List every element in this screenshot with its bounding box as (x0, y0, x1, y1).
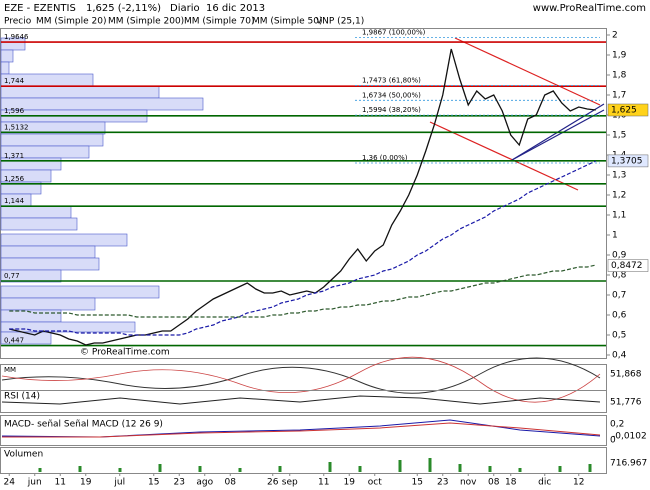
main-panel (0, 28, 607, 359)
x-tick-label: 23 (437, 478, 448, 488)
legend-entry: MM (Simple 20) (36, 17, 106, 27)
x-tick-label: 12 (573, 478, 584, 488)
level-label: 1,9646 (4, 33, 29, 41)
level-label: 0,447 (4, 337, 24, 345)
moving-average (9, 160, 597, 336)
level-label: 1,744 (4, 77, 25, 85)
x-tick-label: 19 (80, 478, 92, 488)
period: Diario (170, 3, 200, 14)
indicator-value: 51,776 (610, 398, 642, 408)
y-tick-label: 0,4 (612, 351, 627, 361)
indicator-label: MACD- señal Señal MACD (12 26 9) (4, 420, 163, 430)
moving-average (9, 264, 596, 318)
x-tick-label: 15 (412, 478, 423, 488)
date: 16 dic 2013 (206, 3, 265, 14)
watermark: © ProRealTime.com (80, 348, 170, 358)
y-tick-label: 1,9 (612, 51, 627, 61)
legend-entry: MM (Simple 50) (252, 17, 322, 27)
y-tick-label: 1,7 (612, 91, 626, 101)
y-tick-label: 0,7 (612, 291, 626, 301)
fib-label: 1,36 (0,00%) (362, 154, 408, 162)
indicator-value: -0,0102 (612, 432, 647, 442)
fib-label: 1,9867 (100,00%) (362, 29, 426, 37)
x-tick-label: jun (27, 478, 42, 488)
x-tick-label: 08 (488, 478, 500, 488)
volume-bars (38, 458, 592, 472)
momentum-line (1, 357, 601, 394)
indicator-tick: 0,2 (610, 420, 624, 430)
legend-entry: MM (Simple 70) (184, 17, 254, 27)
x-tick-label: jul (113, 478, 125, 488)
indicator-label: MM (4, 366, 16, 374)
y-tick-label: 0,8 (612, 271, 627, 281)
level-label: 1,144 (4, 197, 25, 205)
last-value-box (607, 103, 649, 117)
fib-label: 1,7473 (61,80%) (362, 77, 421, 85)
indicator-tick: 0 (610, 436, 616, 446)
y-tick-label: 1,3 (612, 171, 626, 181)
level-label: 1,596 (4, 107, 25, 115)
y-tick-label: 2 (612, 31, 618, 41)
fib-label: 1,5994 (38,20%) (362, 106, 421, 114)
x-tick-label: 24 (4, 478, 16, 488)
legend-entry: VNP (25,1) (316, 17, 364, 27)
rsi-panel (0, 390, 607, 413)
x-tick-label: dic (538, 478, 551, 488)
indicator-label: Volumen (4, 450, 43, 460)
x-tick-label: oct (368, 478, 382, 488)
x-tick-label: 11 (318, 478, 329, 488)
macd-panel (0, 415, 607, 446)
fib-label: 1,6734 (50,00%) (362, 91, 421, 99)
legend-entry: MM (Simple 200) (108, 17, 184, 27)
x-tick-label: 08 (225, 478, 237, 488)
level-label: 0,77 (4, 272, 20, 280)
trend-lines (429, 37, 605, 191)
chart-title: EZE - EZENTIS (4, 3, 76, 14)
x-tick-label: sep (282, 478, 298, 488)
x-tick-label: 26 (267, 478, 279, 488)
macd-signal (2, 422, 601, 438)
level-label: 1,256 (4, 175, 25, 183)
rsi-line (1, 395, 601, 405)
momentum-signal (1, 356, 601, 403)
legend-entry: Precio (4, 17, 32, 27)
x-tick-label: ago (196, 478, 213, 488)
y-tick-label: 0,5 (612, 331, 626, 341)
y-tick-label: 1,1 (612, 211, 626, 221)
x-tick-label: 15 (148, 478, 159, 488)
y-tick-label: 0,6 (612, 311, 627, 321)
last-value-box (607, 259, 649, 272)
last-price: 1,625 (-2,11%) (86, 3, 161, 14)
last-value-label: 1,3705 (611, 156, 643, 166)
site: www.ProRealTime.com (533, 3, 646, 14)
y-tick-label: 0,9 (612, 251, 627, 261)
price-line (9, 48, 596, 346)
y-tick-label: 1,8 (612, 71, 627, 81)
volume-panel (0, 447, 607, 474)
level-label: 1,5132 (4, 123, 29, 131)
indicator-value: 51,868 (610, 370, 642, 380)
indicator-value: 716.967 (610, 459, 647, 469)
y-tick-label: 1,5 (612, 131, 626, 141)
x-tick-label: 18 (505, 478, 517, 488)
x-tick-label: 23 (174, 478, 185, 488)
x-tick-label: 19 (344, 478, 356, 488)
x-tick-label: nov (460, 478, 477, 488)
y-tick-label: 1 (612, 231, 618, 241)
level-label: 1,371 (4, 152, 24, 160)
last-value-box (607, 154, 649, 168)
y-tick-label: 1,2 (612, 191, 626, 201)
last-value-label: 1,625 (611, 106, 637, 116)
x-tick-label: 11 (55, 478, 66, 488)
indicator-label: RSI (14) (4, 392, 40, 402)
last-value-label: 0,8472 (611, 261, 643, 271)
